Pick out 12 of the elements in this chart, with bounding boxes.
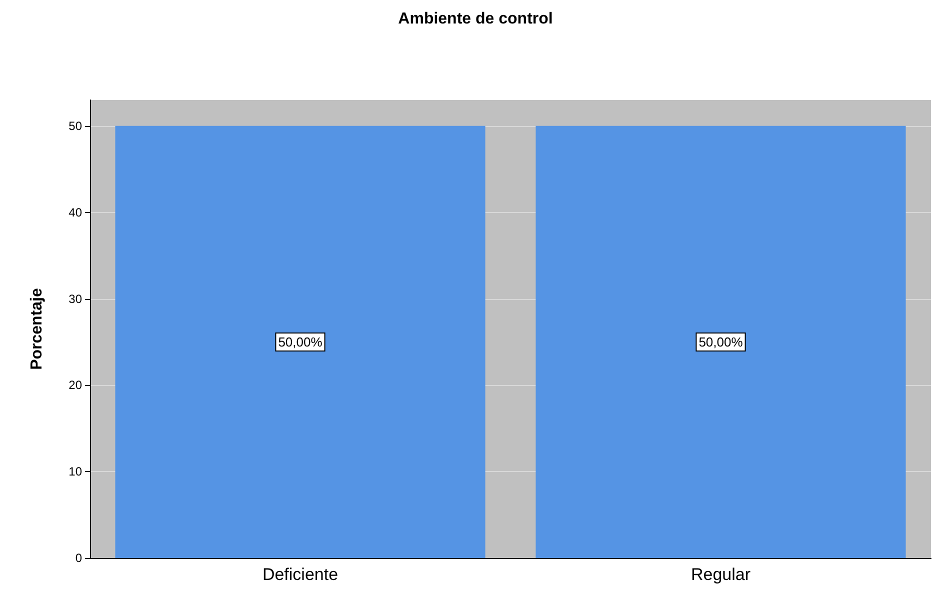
y-tick-label: 0 [75, 551, 82, 565]
y-axis-title: Porcentaje [28, 288, 46, 370]
y-tick-label: 20 [68, 378, 82, 392]
data-label: 50,00% [698, 334, 744, 350]
y-tick-label: 30 [68, 292, 82, 306]
chart-title: Ambiente de control [398, 10, 553, 28]
y-tick-label: 10 [68, 464, 82, 479]
x-tick-label: Deficiente [262, 565, 338, 584]
y-tick-label: 40 [68, 205, 82, 220]
data-label: 50,00% [278, 334, 323, 350]
x-tick-label: Regular [690, 565, 751, 584]
y-tick-label: 50 [68, 118, 82, 133]
